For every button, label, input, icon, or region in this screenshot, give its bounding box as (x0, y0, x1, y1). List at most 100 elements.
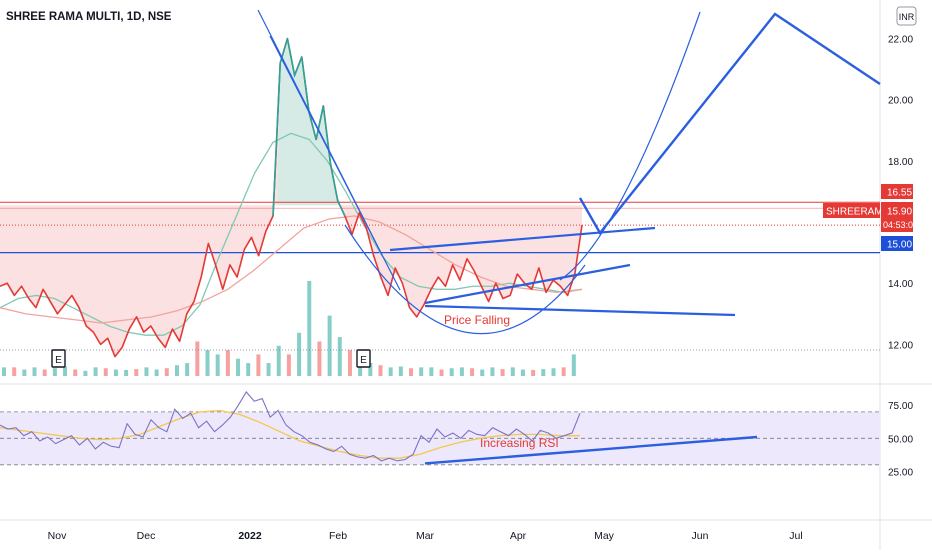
volume-bar (307, 281, 312, 376)
time-tick-label: Nov (48, 530, 67, 542)
volume-bar (398, 366, 403, 376)
volume-bar (419, 367, 424, 376)
rsi-tick-label: 50.00 (888, 434, 913, 445)
volume-bar (113, 369, 118, 376)
volume-bar (500, 369, 505, 376)
volume-bar (480, 369, 485, 376)
volume-bar (317, 341, 322, 376)
level-badge-support[interactable]: 15.00 (881, 236, 913, 251)
moving-averages (0, 132, 583, 336)
volume-bar (337, 337, 342, 376)
volume-bar (531, 369, 536, 376)
volume-bar (449, 368, 454, 376)
volume-bar (490, 367, 495, 376)
trend-drawings[interactable] (257, 9, 881, 335)
annotation-price-falling[interactable]: Price Falling (444, 313, 510, 327)
earnings-marker[interactable]: E (51, 349, 66, 368)
price-tick-label: 18.00 (888, 157, 913, 168)
volume-bar (470, 368, 475, 376)
time-tick-label: Dec (137, 530, 156, 542)
volume-bar (83, 370, 88, 376)
last-price-value: 15.90 (887, 207, 912, 218)
volume-bar (439, 369, 444, 376)
volume-bar (63, 366, 68, 376)
rsi-tick-label: 25.00 (888, 467, 913, 478)
symbol-badge-label: SHREERAMA (826, 207, 890, 218)
time-tick-label: 2022 (238, 530, 262, 542)
channel-upper-line (389, 226, 656, 252)
volume-bar (32, 367, 37, 376)
level-badge-support-value: 15.00 (887, 240, 912, 251)
bar-countdown: 04:53:06 (883, 220, 918, 230)
currency-badge[interactable] (896, 6, 917, 26)
projection-path (578, 12, 881, 236)
currency-label: INR (899, 12, 915, 22)
volume-bar (195, 341, 200, 376)
volume-bar (144, 367, 149, 376)
volume-bar (124, 369, 129, 376)
volume-bar (42, 369, 47, 376)
volume-bar (429, 367, 434, 376)
rsi-trend-line (424, 435, 758, 465)
volume-bar (174, 365, 179, 376)
volume-bar (459, 367, 464, 376)
time-tick-label: Mar (416, 530, 435, 542)
volume-bar (347, 350, 352, 376)
volume-bar (93, 367, 98, 376)
rsi-line (0, 391, 581, 462)
volume-bar (246, 363, 251, 376)
volume-bars (2, 281, 576, 376)
volume-bar (103, 368, 108, 376)
volume-bar (368, 363, 373, 376)
volume-bar (266, 363, 271, 376)
volume-bar (2, 367, 6, 376)
above-level-fill (277, 38, 341, 206)
symbol-title[interactable]: SHREE RAMA MULTI, 1D, NSE (6, 11, 172, 23)
price-tick-label: 20.00 (888, 96, 913, 107)
downtrend-line-2 (269, 35, 401, 291)
volume-bar (286, 354, 291, 376)
rounding-bottom-arc (344, 224, 586, 335)
volume-bar (215, 354, 220, 376)
volume-bar (520, 369, 525, 376)
price-tick-label: 14.00 (888, 279, 913, 290)
volume-bar (225, 350, 230, 376)
volume-bar (22, 369, 27, 376)
price-tick-label: 22.00 (888, 35, 913, 46)
volume-bar (164, 368, 169, 376)
time-tick-label: Jul (789, 530, 802, 542)
rsi-ma-line (0, 409, 580, 459)
volume-bar (510, 367, 515, 376)
horizontal-levels[interactable] (0, 201, 880, 351)
channel-lower-line (424, 263, 631, 305)
earnings-marker-label: E (360, 355, 367, 366)
volume-bar (256, 354, 261, 376)
time-tick-label: Feb (329, 530, 347, 542)
level-badge-high-value: 16.55 (887, 188, 912, 199)
volume-bar (236, 358, 241, 376)
volume-bar (378, 365, 383, 376)
volume-bar (134, 369, 139, 376)
ma-fast-line (0, 132, 583, 336)
volume-bar (388, 367, 393, 376)
breakdown-line (424, 304, 736, 317)
volume-bar (276, 345, 281, 376)
volume-bar (327, 315, 332, 376)
time-tick-label: Jun (692, 530, 709, 542)
symbol-price-badge[interactable]: SHREERAMA 15.90 04:53:06 (823, 202, 918, 232)
volume-bar (52, 368, 57, 376)
time-tick-label: Apr (510, 530, 527, 542)
volume-bar (154, 369, 159, 376)
level-badge-high[interactable]: 16.55 (881, 184, 913, 199)
ma-slow-line (0, 215, 583, 324)
annotation-increasing-rsi[interactable]: Increasing RSI (480, 436, 559, 450)
rsi-tick-label: 75.00 (888, 401, 913, 412)
volume-bar (551, 368, 556, 376)
volume-bar (409, 368, 414, 376)
earnings-marker-label: E (55, 355, 62, 366)
projection-arc (559, 11, 701, 281)
earnings-marker[interactable]: E (356, 349, 371, 368)
rsi-pane (0, 391, 880, 466)
